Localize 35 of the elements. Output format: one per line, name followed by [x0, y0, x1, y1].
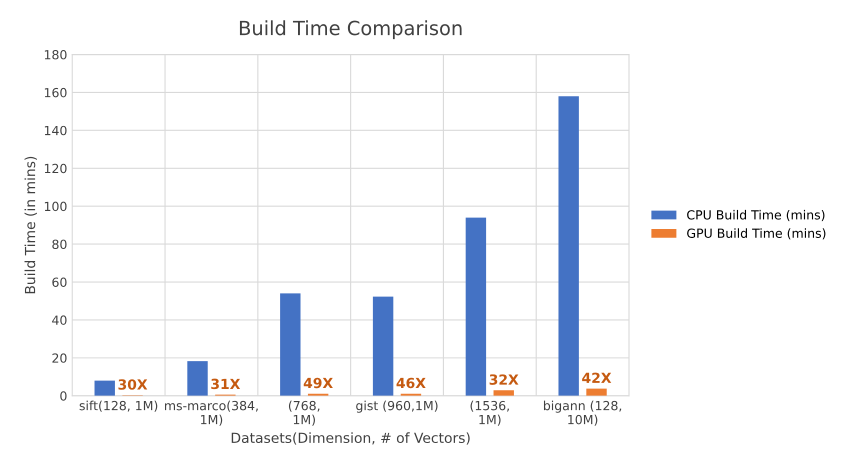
x-tick-label: (768, 1M) [288, 400, 320, 426]
x-tick-label: (1536, 1M) [470, 400, 509, 426]
annotation: 31X [211, 378, 240, 390]
annotation: 32X [490, 374, 518, 385]
y-tick-label: 100 [44, 202, 67, 212]
legend-label: GPU Build Time (mins) [687, 228, 826, 240]
bar [586, 388, 607, 396]
legend-label: CPU Build Time (mins) [687, 210, 824, 222]
y-tick-label: 20 [52, 353, 67, 363]
chart-title: Build Time Comparison [240, 20, 462, 40]
y-axis-title: Build Time (in mins) [24, 156, 37, 294]
annotation: 42X [582, 372, 612, 383]
bar [558, 96, 579, 396]
y-tick-label: 0 [60, 391, 67, 401]
annotation: 49X [304, 378, 333, 388]
bar [94, 380, 115, 396]
bar [494, 390, 514, 396]
y-tick-label: 120 [44, 164, 67, 174]
x-tick-label: gist (960,1M) [356, 400, 438, 413]
bar [187, 361, 208, 396]
y-tick-label: 160 [44, 88, 67, 98]
y-tick-label: 80 [52, 240, 67, 250]
y-tick-label: 180 [44, 50, 67, 60]
y-tick-label: 40 [52, 315, 67, 325]
annotation: 30X [118, 379, 148, 390]
annotation: 46X [396, 378, 426, 388]
x-tick-label: sift(128, 1M) [80, 400, 158, 412]
bar [372, 296, 394, 396]
bar [280, 293, 301, 396]
x-axis-title: Datasets(Dimension, # of Vectors) [232, 432, 470, 445]
bar [466, 218, 486, 396]
y-tick-label: 60 [52, 278, 67, 287]
x-tick-label: ms-marco(384, 1M) [165, 400, 258, 426]
y-tick-label: 140 [44, 126, 67, 136]
x-tick-label: bigann (128, 10M) [544, 400, 622, 426]
